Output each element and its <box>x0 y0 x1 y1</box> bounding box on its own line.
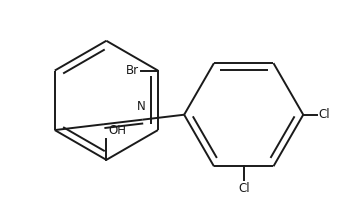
Text: OH: OH <box>108 124 126 137</box>
Text: Br: Br <box>126 64 139 77</box>
Text: Cl: Cl <box>238 182 249 195</box>
Text: Cl: Cl <box>318 108 330 121</box>
Text: N: N <box>137 100 146 113</box>
